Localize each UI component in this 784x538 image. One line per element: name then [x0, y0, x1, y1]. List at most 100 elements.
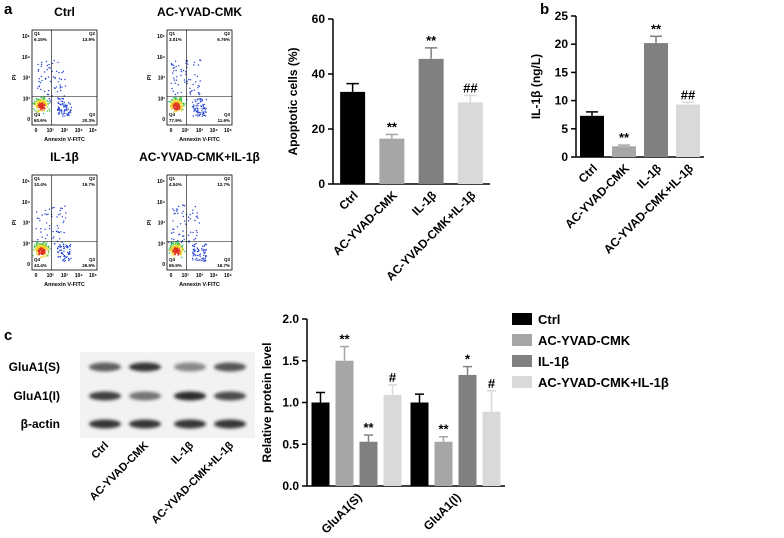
flow-dot	[175, 242, 177, 244]
flow-dot	[46, 110, 48, 112]
quadrant-name: Q2	[224, 176, 231, 181]
flow-dot	[47, 247, 50, 249]
flow-dot	[197, 217, 199, 219]
flow-dot	[57, 251, 59, 253]
flow-dot	[171, 252, 174, 254]
flow-dot	[189, 218, 191, 220]
flow-dot	[177, 245, 179, 248]
blot-band	[129, 391, 161, 401]
flow-dot	[182, 210, 184, 212]
flow-dot	[198, 222, 200, 224]
flow-dot	[196, 215, 198, 217]
quadrant-value: 77.9%	[169, 118, 182, 123]
flow-dot	[60, 252, 63, 254]
flow-dot	[43, 90, 46, 93]
flow-dot	[67, 257, 70, 260]
flow-dot	[172, 243, 174, 245]
flow-dot	[42, 101, 44, 103]
flow-x-tick: 0	[35, 128, 38, 134]
flow-dot	[183, 250, 186, 253]
flow-dot	[197, 115, 199, 117]
flow-dot	[57, 101, 59, 103]
quadrant-name: Q1	[169, 31, 176, 36]
x-tick-label: Ctrl	[576, 161, 601, 186]
bar	[418, 58, 444, 184]
significance: **	[651, 21, 662, 36]
flow-dot	[176, 248, 178, 250]
flow-dot	[196, 103, 198, 105]
flow-dot	[62, 245, 65, 248]
flow-dot	[62, 70, 65, 73]
flow-dot	[38, 217, 40, 220]
flow-dot	[195, 229, 198, 232]
significance: #	[389, 370, 397, 385]
flow-dot	[57, 102, 60, 105]
flow-dot	[41, 249, 43, 251]
flow-dot	[196, 234, 198, 237]
flow-dot	[55, 70, 58, 73]
flow-dot	[194, 253, 196, 256]
flow-dot	[35, 250, 37, 252]
flow-dot	[60, 246, 63, 248]
quadrant-name: Q3	[89, 112, 96, 117]
flow-x-tick: 10²	[182, 273, 190, 279]
flow-dot	[66, 245, 69, 247]
flow-dot	[58, 107, 60, 109]
flow-dot	[62, 115, 64, 117]
flow-dot	[193, 108, 195, 110]
quadrant-value: 16.7%	[217, 263, 230, 268]
flow-dot	[53, 206, 55, 209]
flow-dot	[59, 256, 62, 258]
flow-dot	[39, 256, 42, 259]
flow-dot	[205, 249, 207, 251]
flow-dot	[58, 113, 60, 115]
quadrant-name: Q4	[169, 257, 176, 262]
panel-letter: a	[4, 1, 13, 18]
flow-dot	[171, 106, 173, 108]
flow-dot	[173, 238, 175, 241]
panel-letter: b	[540, 1, 549, 18]
flow-dot	[197, 248, 199, 250]
flow-dot	[169, 105, 172, 107]
flow-dot	[66, 113, 68, 115]
flow-dot	[37, 101, 39, 104]
flow-dot	[168, 241, 170, 243]
flow-dot	[38, 80, 40, 83]
flow-dot	[36, 211, 38, 213]
flow-dot	[172, 67, 174, 69]
flow-dot	[177, 84, 179, 86]
flow-dot	[36, 244, 38, 246]
flow-dot	[64, 256, 67, 258]
flow-dot	[42, 252, 44, 255]
flow-dot	[61, 216, 63, 218]
flow-dot	[175, 105, 177, 107]
legend-swatch	[512, 355, 532, 367]
flow-dot	[59, 245, 62, 247]
flow-dot	[47, 213, 49, 215]
flow-dot	[40, 75, 42, 78]
flow-dot	[67, 246, 69, 248]
flow-dot	[189, 79, 192, 81]
flow-dot	[202, 106, 205, 108]
flow-dot	[179, 96, 181, 99]
quadrant-name: Q1	[34, 31, 41, 36]
flow-dot	[193, 61, 196, 63]
flow-dot	[38, 252, 40, 254]
flow-dot	[41, 80, 43, 82]
legend-label: Ctrl	[538, 312, 560, 327]
flow-dot	[174, 99, 176, 102]
flow-dot	[60, 231, 62, 233]
flow-dot	[63, 247, 66, 249]
flow-dot	[199, 101, 202, 103]
flow-dot	[43, 103, 45, 105]
flow-dot	[190, 231, 192, 233]
flow-dot	[175, 79, 178, 81]
flow-dot	[182, 244, 184, 247]
flow-dot	[193, 64, 195, 66]
flow-dot	[183, 238, 185, 241]
blot-band	[214, 362, 246, 372]
flow-dot	[40, 246, 42, 248]
flow-dot	[182, 104, 184, 107]
flow-dot	[32, 102, 34, 105]
flow-dot	[176, 226, 179, 228]
